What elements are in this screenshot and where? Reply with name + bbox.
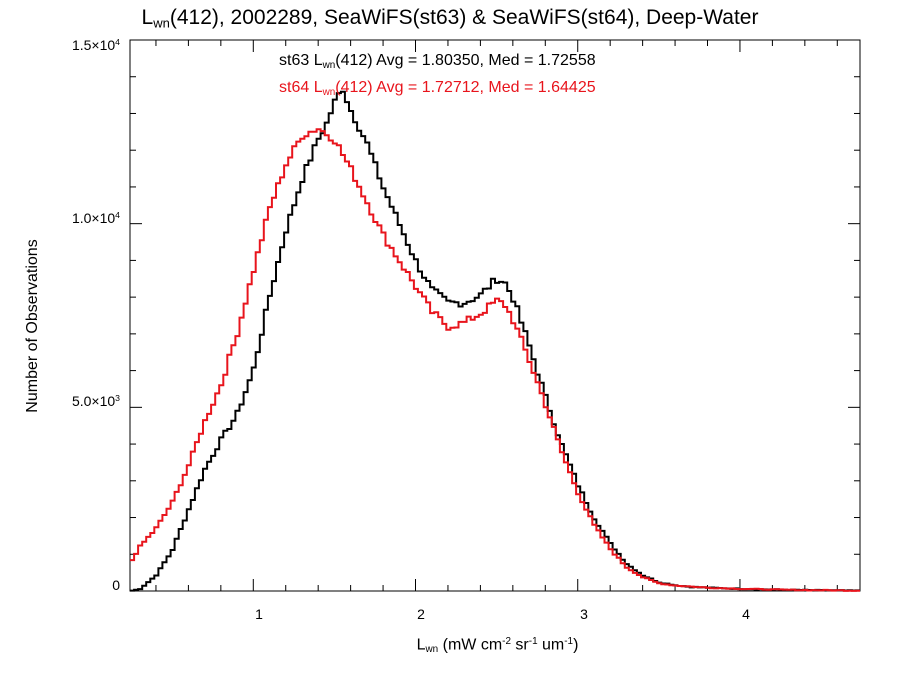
plot-frame	[129, 39, 861, 592]
x-tick-label-4: 4	[742, 606, 750, 622]
series-lines	[130, 90, 860, 592]
st64-stats-annotation: st64 Lwn(412) Avg = 1.72712, Med = 1.644…	[279, 79, 596, 98]
chart-title: Lwn(412), 2002289, SeaWiFS(st63) & SeaWi…	[141, 6, 759, 31]
x-axis-label: Lwn (mW cm-2 sr-1 um-1)	[416, 636, 579, 656]
y-tick-label-10000: 1.0×104	[71, 210, 120, 226]
x-tick-label-3: 3	[580, 606, 588, 622]
y-tick-label-5000: 5.0×103	[71, 393, 120, 409]
series-line-st63	[130, 90, 860, 592]
y-axis-label: Number of Observations	[24, 239, 41, 413]
y-tick-label-15000: 1.5×104	[71, 37, 120, 53]
y-tick-label-0: 0	[112, 577, 120, 593]
axis-ticks	[130, 39, 860, 592]
series-line-st64	[130, 128, 860, 592]
x-tick-label-2: 2	[417, 606, 425, 622]
x-tick-label-1: 1	[255, 606, 263, 622]
st63-stats-annotation: st63 Lwn(412) Avg = 1.80350, Med = 1.725…	[279, 52, 596, 71]
